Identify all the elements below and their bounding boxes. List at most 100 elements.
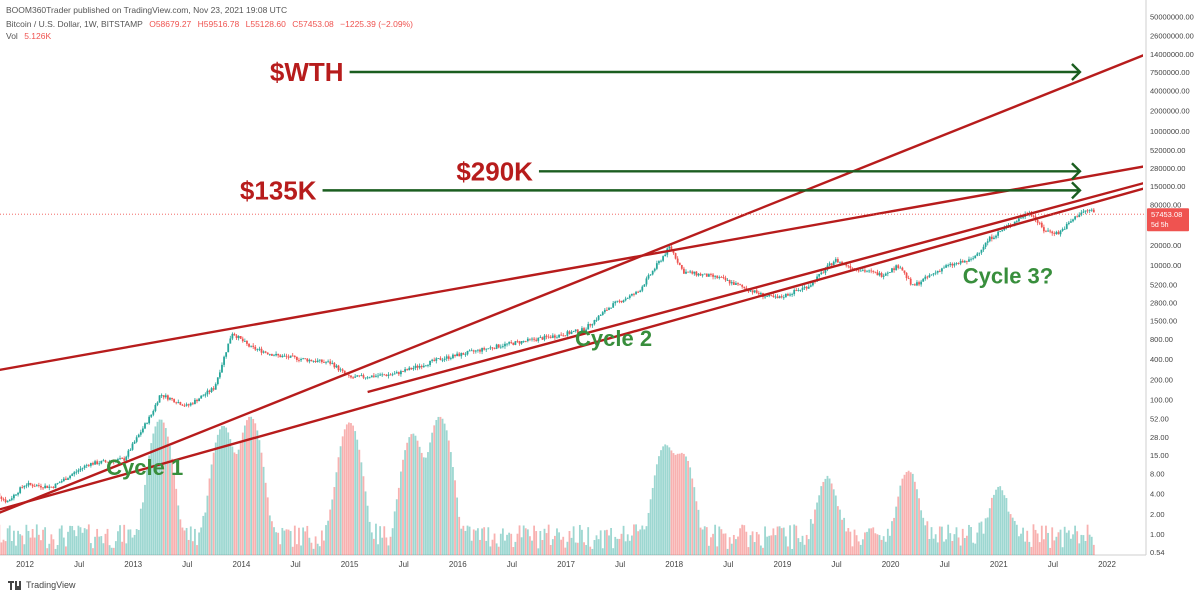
volume-bar (408, 437, 411, 555)
price-tick-label: 20000.00 (1150, 241, 1181, 250)
volume-bar (1076, 531, 1079, 555)
volume-bar (968, 524, 970, 555)
candle-body (951, 263, 954, 266)
volume-bar (520, 537, 523, 555)
volume-bar (907, 470, 910, 555)
candle-body (516, 341, 519, 343)
volume-bar (69, 525, 71, 555)
volume-bar (256, 430, 259, 555)
tradingview-brand[interactable]: TradingView (8, 580, 76, 590)
candle-body (1074, 216, 1076, 220)
candle-body (1082, 211, 1085, 213)
volume-bar (1001, 490, 1004, 555)
candle-body (212, 388, 215, 390)
candle-body (114, 460, 117, 463)
candle-body (383, 374, 386, 376)
volume-bar (714, 524, 717, 555)
candle-body (882, 275, 885, 277)
volume-bar (722, 533, 725, 555)
volume-bar (1092, 544, 1095, 555)
price-tick-label: 5200.00 (1150, 280, 1177, 289)
publish-info: BOOM360Trader published on TradingView.c… (6, 5, 291, 15)
candle-body (982, 246, 985, 250)
candle-body (48, 486, 51, 488)
candle-body (119, 458, 121, 460)
volume-bar (749, 535, 752, 555)
candle-body (984, 242, 987, 247)
candle-body (726, 280, 729, 281)
candle-body (158, 395, 161, 403)
candle-body (737, 283, 739, 285)
volume-bar (418, 446, 421, 555)
volume-line: Vol 5.126K (6, 31, 55, 41)
candle-body (246, 340, 248, 344)
volume-bar (499, 533, 502, 555)
candle-body (164, 395, 167, 398)
candle-body (325, 362, 327, 364)
time-tick-label: Jul (399, 560, 409, 569)
volume-bar (639, 529, 642, 555)
candle-body (637, 291, 640, 293)
price-tick-label: 4000000.00 (1150, 86, 1190, 95)
candle-body (1084, 210, 1087, 212)
time-tick-label: Jul (940, 560, 950, 569)
volume-bar (175, 488, 178, 555)
volume-bar (42, 529, 44, 555)
candle-body (626, 297, 629, 299)
volume-bar (6, 528, 9, 555)
candle-body (564, 335, 567, 337)
volume-bar (972, 542, 975, 555)
cycle-label: Cycle 1 (106, 455, 183, 480)
candle-body (75, 471, 78, 473)
volume-bar (485, 540, 488, 555)
candle-body (316, 360, 319, 363)
candle-body (1022, 216, 1024, 218)
candle-body (441, 359, 444, 361)
trendline (0, 54, 1143, 514)
candle-body (599, 314, 602, 316)
volume-bar (662, 446, 665, 555)
tradingview-logo-icon (8, 580, 21, 590)
candle-body (208, 390, 211, 392)
candle-body (133, 441, 136, 444)
volume-bar (812, 523, 814, 555)
volume-bar (759, 545, 762, 555)
candle-body (456, 353, 459, 357)
volume-bar (766, 536, 769, 555)
volume-bar (526, 529, 529, 555)
candle-body (83, 465, 86, 468)
price-tick-label: 50000000.00 (1150, 13, 1194, 22)
candle-body (429, 360, 431, 366)
volume-bar (774, 535, 777, 555)
volume-bar (1051, 527, 1054, 555)
volume-bar (77, 525, 80, 555)
cycle-labels: Cycle 1 Cycle 2 Cycle 3? (106, 264, 1053, 480)
volume-bar (108, 545, 111, 555)
volume-bar (1015, 524, 1018, 555)
candle-body (268, 354, 271, 355)
volume-bar (117, 531, 119, 555)
candle-body (518, 341, 521, 344)
candle-body (10, 498, 13, 500)
volume-bar (784, 536, 787, 555)
volume-bar (225, 427, 228, 555)
volume-bar (705, 527, 708, 555)
candle-body (504, 343, 506, 347)
candle-body (306, 358, 309, 362)
volume-bar (470, 540, 473, 555)
candle-body (710, 274, 712, 275)
volume-bar (233, 452, 236, 555)
candle-body (699, 273, 702, 276)
candle-body (216, 377, 219, 385)
candle-body (841, 261, 843, 264)
volume-bar (316, 543, 319, 555)
volume-bar (46, 548, 49, 555)
time-tick-label: Jul (182, 560, 192, 569)
volume-bar (483, 527, 486, 555)
volume-bar (841, 519, 843, 555)
candle-body (452, 354, 454, 359)
candle-body (649, 274, 652, 276)
volume-bar (56, 545, 59, 555)
volume-bar (412, 433, 415, 555)
